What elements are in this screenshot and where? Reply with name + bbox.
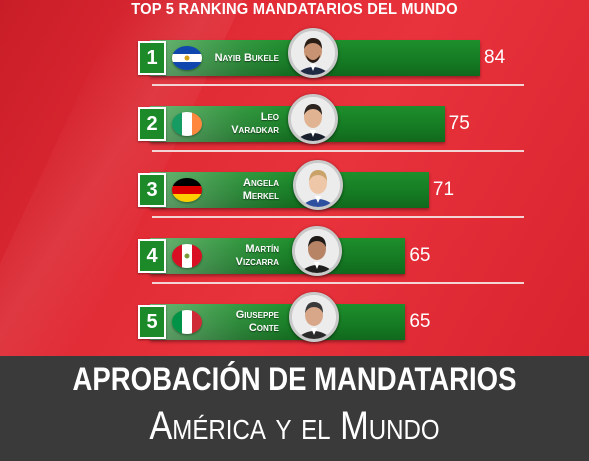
leader-photo-2 (288, 94, 338, 144)
value-label-2: 75 (448, 113, 470, 134)
leader-name-5: Giuseppe Conte (235, 309, 279, 334)
bar-3 (150, 172, 429, 208)
leader-name-1: Nayib Bukele (214, 52, 279, 64)
banner-subtitle: América y el Mundo (149, 404, 440, 448)
germany-flag (172, 178, 202, 202)
chart-title: TOP 5 RANKING MANDATARIOS DEL MUNDO (131, 1, 458, 18)
leader-photo-3 (293, 160, 343, 210)
rank-badge-1: 1 (138, 41, 166, 75)
bottom-banner (0, 356, 589, 461)
italy-flag (172, 310, 202, 334)
rank-badge-3: 3 (138, 173, 166, 207)
peru-flag (172, 244, 202, 268)
row-divider (152, 84, 524, 86)
value-label-1: 84 (484, 47, 506, 68)
value-label-4: 65 (409, 245, 431, 266)
row-divider (152, 150, 524, 152)
leader-name-4: Martín Vizcarra (235, 243, 279, 268)
leader-photo-5 (289, 292, 339, 342)
value-label-5: 65 (409, 311, 431, 332)
rank-badge-5: 5 (138, 305, 166, 339)
banner-title: APROBACIÓN DE MANDATARIOS (72, 361, 517, 397)
rank-badge-4: 4 (138, 239, 166, 273)
row-divider (152, 282, 524, 284)
leader-photo-1 (288, 28, 338, 78)
el-salvador-flag (172, 46, 202, 70)
rank-badge-2: 2 (138, 107, 166, 141)
leader-photo-4 (292, 226, 342, 276)
ireland-flag (172, 112, 202, 136)
value-label-3: 71 (432, 179, 455, 200)
leader-name-3: Angela Merkel (242, 177, 279, 202)
row-divider (152, 216, 524, 218)
leader-name-2: Leo Varadkar (231, 111, 279, 136)
